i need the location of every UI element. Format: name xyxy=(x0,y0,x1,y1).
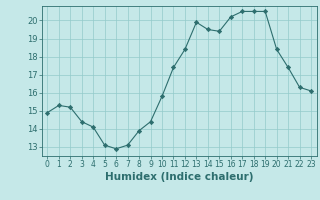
X-axis label: Humidex (Indice chaleur): Humidex (Indice chaleur) xyxy=(105,172,253,182)
